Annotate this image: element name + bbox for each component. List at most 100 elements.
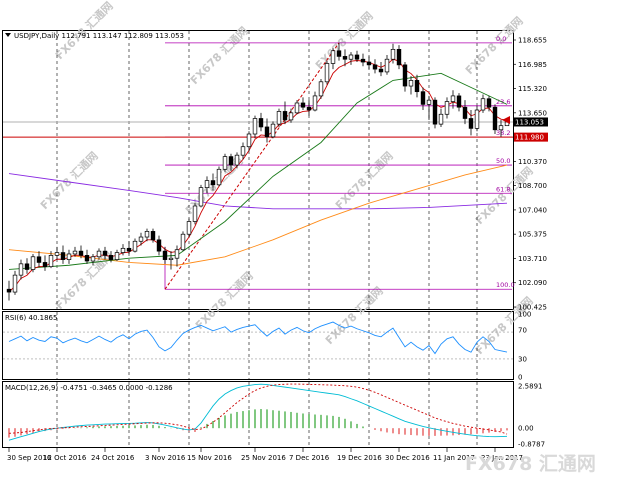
candle-body [486, 98, 492, 108]
x-tick-label: 30 Sep 2016 [7, 454, 52, 462]
y-tick-label: 118.655 [518, 37, 547, 45]
candle-body [408, 80, 414, 87]
candle-body [150, 231, 156, 241]
candle-body [156, 239, 162, 252]
dropdown-triangle-icon[interactable] [5, 33, 11, 37]
candle-body [204, 180, 210, 188]
candle-body [450, 95, 456, 102]
macd-indicator [8, 383, 508, 441]
rsi-tick-label: 0 [518, 374, 522, 382]
candle-body [492, 106, 498, 131]
candle-body [480, 98, 486, 111]
symbol-info: USDJPY,Daily 112.791 113.147 112.809 113… [14, 32, 184, 40]
x-tick-label: 25 Nov 2016 [241, 454, 286, 462]
candle-body [240, 146, 246, 156]
rsi-tick-label: 70 [518, 327, 527, 335]
candle-body [456, 95, 462, 108]
candle-body [444, 101, 450, 115]
candle-body [120, 247, 126, 253]
candle-body [138, 236, 144, 242]
x-tick-label: 12 Oct 2016 [43, 454, 87, 462]
macd-tick-label: 2.5891 [518, 383, 543, 391]
candle-body [402, 64, 408, 87]
fibonacci-trend-line [164, 42, 340, 290]
candle-body [318, 81, 324, 97]
vertical-gridlines [56, 31, 478, 447]
macd-tick-label: 0.00 [518, 425, 534, 433]
candle-body [90, 256, 96, 262]
candle-body [378, 68, 384, 73]
candle-body [144, 231, 150, 238]
candle-body [438, 113, 444, 125]
svg-text:113.053: 113.053 [515, 118, 544, 126]
candle-body [420, 91, 426, 105]
fib-level-label: 23.6 [496, 98, 510, 106]
candle-body [24, 263, 30, 270]
macd-panel-frame [2, 381, 514, 448]
candle-body [168, 257, 174, 260]
candle-body [372, 64, 378, 70]
candle-body [252, 118, 258, 135]
main-panel-frame [2, 30, 514, 310]
y-tick-label: 105.375 [518, 231, 547, 239]
candle-body [300, 102, 306, 108]
candle-body [72, 250, 78, 255]
y-tick-label: 107.040 [518, 206, 547, 214]
candle-body [468, 118, 474, 129]
candle-body [66, 253, 72, 260]
watermark-text: FX678 汇通网 [473, 164, 536, 227]
watermark-text: FX678 汇通网 [313, 9, 376, 72]
x-tick-label: 3 Nov 2016 [145, 454, 186, 462]
candle-body [102, 250, 108, 256]
candle-body [48, 255, 54, 268]
candle-body [336, 50, 342, 57]
candle-body [174, 249, 180, 259]
svg-text:111.980: 111.980 [515, 134, 544, 142]
watermark-text: FX678 汇通网 [193, 269, 256, 332]
y-tick-label: 113.650 [518, 109, 547, 117]
candle-body [306, 106, 312, 111]
fib-level-label: 50.0 [496, 157, 510, 165]
candle-body [162, 250, 168, 260]
y-tick-label: 110.370 [518, 158, 547, 166]
candle-body [228, 156, 234, 166]
rsi-tick-label: 100 [518, 311, 531, 319]
x-tick-label: 23 Jan 2017 [481, 454, 523, 462]
candle-body [30, 256, 36, 270]
candle-body [180, 233, 186, 251]
x-tick-label: 7 Dec 2016 [289, 454, 330, 462]
candle-body [432, 99, 438, 125]
rsi-tick-label: 30 [518, 356, 527, 364]
candle-body [324, 63, 330, 83]
candle-body [132, 240, 138, 252]
fib-level-label: 100.0 [496, 281, 515, 289]
candle-body [12, 274, 18, 293]
fib-level-label: 38.2 [496, 129, 510, 137]
candle-body [270, 123, 276, 138]
candle-body [84, 255, 90, 262]
watermark-text: FX678 汇通网 [188, 24, 251, 87]
fx678-logo: FX678 汇通网 [465, 453, 596, 475]
watermark-text: FX678 汇通网 [38, 149, 101, 212]
candle-body [18, 263, 24, 276]
candle-body [216, 168, 222, 186]
y-tick-label: 108.700 [518, 182, 547, 190]
moving-averages [8, 58, 508, 293]
y-tick-label: 102.090 [518, 279, 547, 287]
candle-body [96, 250, 102, 258]
candle-body [42, 262, 48, 268]
support-price-badge: 111.980 [514, 132, 548, 142]
candle-body [396, 48, 402, 66]
candle-body [222, 156, 228, 170]
candle-body [312, 95, 318, 111]
y-tick-label: 115.320 [518, 85, 547, 93]
candle-body [6, 288, 12, 293]
candle-body [426, 99, 432, 105]
candle-body [210, 180, 216, 186]
watermark-text: FX678 汇通网 [333, 149, 396, 212]
candle-body [390, 48, 396, 60]
watermark-layer: FX678 汇通网 FX678 汇通网 FX678 汇通网 FX678 汇通网 FX67… [38, 0, 536, 357]
x-tick-label: 24 Oct 2016 [91, 454, 135, 462]
